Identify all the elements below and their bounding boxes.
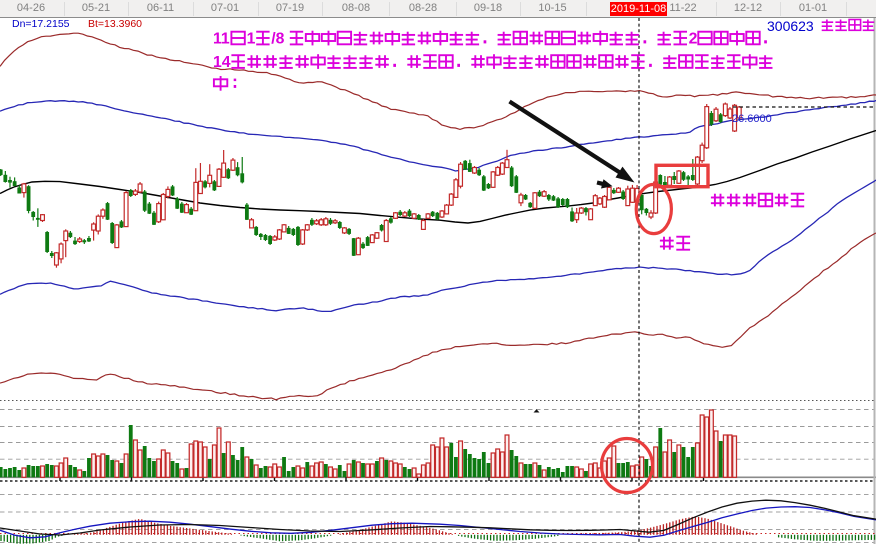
svg-text:14: 14 — [213, 54, 231, 71]
svg-text:1: 1 — [247, 31, 256, 48]
svg-text:/8: /8 — [271, 31, 284, 48]
svg-text:11: 11 — [213, 31, 230, 48]
svg-text:2: 2 — [689, 31, 698, 48]
